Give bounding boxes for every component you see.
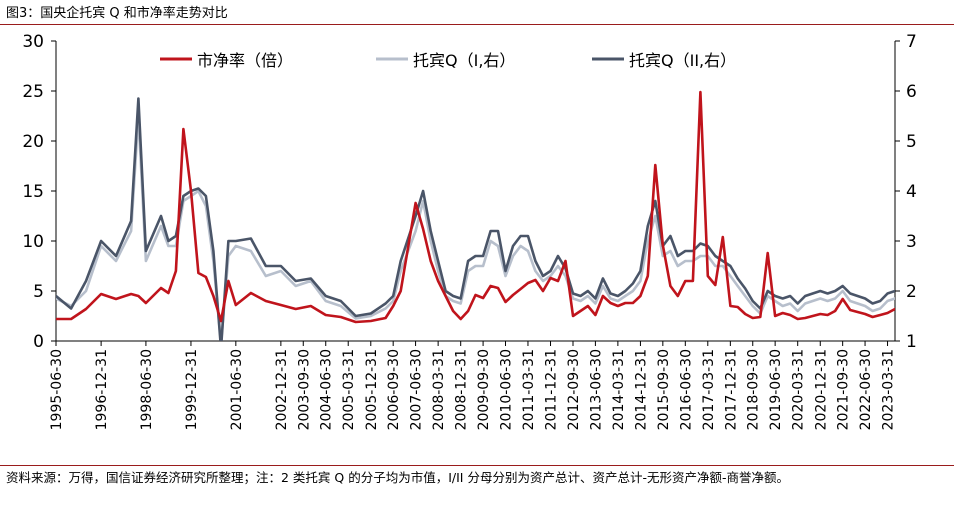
right-tick-label: 6 — [906, 82, 917, 102]
left-tick-label: 15 — [22, 182, 44, 202]
left-tick-label: 0 — [33, 332, 44, 352]
right-axis-ticks: 1 2 3 4 5 6 7 — [895, 32, 917, 352]
x-tick-label: 2006-09-30 — [386, 349, 402, 430]
source-note: 资料来源：万得，国信证券经济研究所整理；注：2 类托宾 Q 的分子均为市值，I/… — [6, 470, 789, 485]
x-tick-label: 2004-06-30 — [319, 349, 335, 430]
x-tick-label: 2005-12-31 — [364, 349, 380, 430]
x-tick-label: 2017-12-31 — [723, 349, 739, 430]
right-tick-label: 4 — [906, 182, 917, 202]
x-tick-label: 2005-03-31 — [341, 349, 357, 430]
legend: 市净率（倍） 托宾Q（I,右） 托宾Q（II,右） — [160, 51, 736, 70]
right-tick-label: 1 — [906, 332, 917, 352]
left-tick-label: 25 — [22, 82, 44, 102]
x-tick-label: 1999-12-31 — [184, 349, 200, 430]
x-tick-label: 2015-09-30 — [656, 349, 672, 430]
x-tick-label: 2016-06-30 — [678, 349, 694, 430]
x-tick-label: 2007-06-30 — [409, 349, 425, 430]
legend-label-q2: 托宾Q（II,右） — [629, 51, 736, 70]
left-tick-label: 5 — [33, 282, 44, 302]
x-tick-label: 2010-06-30 — [498, 349, 514, 430]
left-tick-label: 20 — [22, 132, 44, 152]
x-tick-label: 2003-09-30 — [296, 349, 312, 430]
x-tick-label: 2011-03-31 — [521, 349, 537, 430]
x-tick-label: 1995-06-30 — [49, 349, 65, 430]
legend-label-q1: 托宾Q（I,右） — [413, 51, 515, 70]
x-tick-label: 2022-06-30 — [858, 349, 874, 430]
x-tick-label: 2021-09-30 — [836, 349, 852, 430]
series-line-pb — [56, 90, 895, 324]
x-tick-label: 2014-03-31 — [611, 349, 627, 430]
x-tick-label: 2008-03-31 — [431, 349, 447, 430]
note-rule — [0, 465, 954, 466]
x-axis-ticks: 1995-06-30 1996-12-31 1998-06-30 1999-12-31… — [49, 341, 897, 430]
x-tick-label: 2020-12-31 — [813, 349, 829, 430]
x-tick-label: 2019-06-30 — [768, 349, 784, 430]
x-tick-label: 2001-06-30 — [229, 349, 245, 430]
title-rule — [0, 24, 954, 25]
x-tick-label: 2013-06-30 — [588, 349, 604, 430]
left-axis-ticks: 0 5 10 15 20 25 30 — [22, 32, 56, 352]
x-tick-label: 1998-06-30 — [139, 349, 155, 430]
x-tick-label: 1996-12-31 — [94, 349, 110, 430]
left-tick-label: 30 — [22, 32, 44, 52]
right-tick-label: 3 — [906, 232, 917, 252]
chart: 0 5 10 15 20 25 30 1 2 3 4 5 6 7 1995-06-30 1996-12-3… — [22, 32, 917, 430]
x-tick-label: 2014-12-31 — [633, 349, 649, 430]
x-tick-label: 2008-12-31 — [454, 349, 470, 430]
x-tick-label: 2017-03-31 — [701, 349, 717, 430]
x-tick-label: 2018-09-30 — [746, 349, 762, 430]
right-tick-label: 5 — [906, 132, 917, 152]
right-tick-label: 7 — [906, 32, 917, 52]
x-tick-label: 2011-12-31 — [544, 349, 560, 430]
left-tick-label: 10 — [22, 232, 44, 252]
right-tick-label: 2 — [906, 282, 917, 302]
legend-label-pb: 市净率（倍） — [197, 51, 293, 70]
series-layer — [56, 90, 895, 341]
x-tick-label: 2002-12-31 — [274, 349, 290, 430]
figure-title: 图3：国央企托宾 Q 和市净率走势对比 — [6, 6, 228, 21]
x-tick-label: 2009-09-30 — [476, 349, 492, 430]
x-tick-label: 2023-03-31 — [881, 349, 897, 430]
series-line-q2 — [56, 97, 895, 341]
x-tick-label: 2020-03-31 — [791, 349, 807, 430]
x-tick-label: 2012-09-30 — [566, 349, 582, 430]
